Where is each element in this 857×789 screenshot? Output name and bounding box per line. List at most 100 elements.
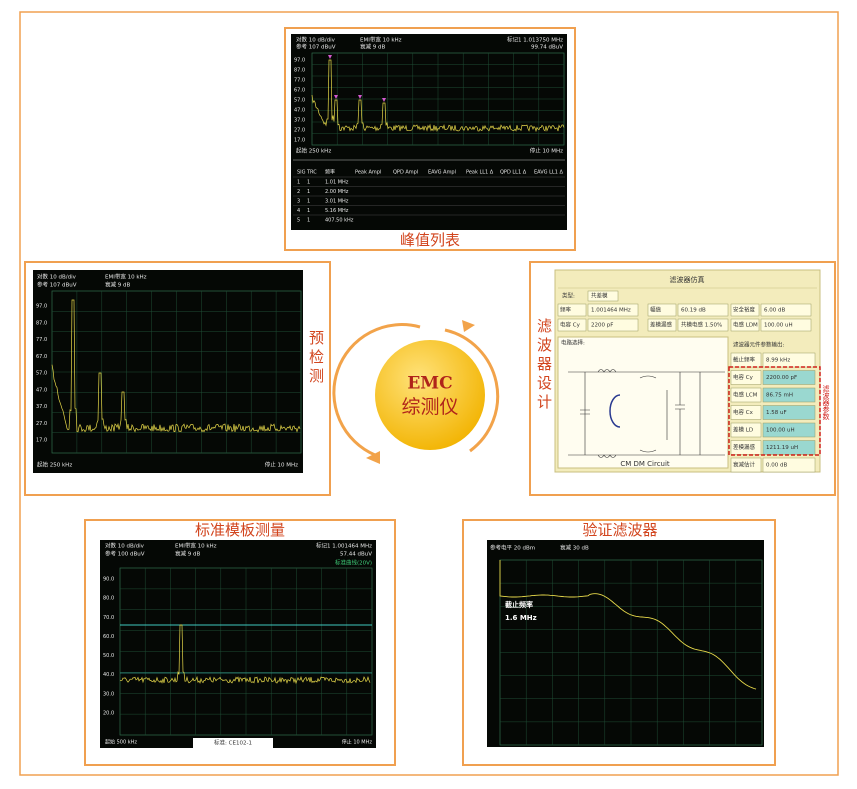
label: 衰减 30 dB	[560, 544, 589, 552]
label: TRC	[306, 170, 317, 176]
field	[730, 457, 762, 473]
axis-label: 67.0	[36, 354, 47, 360]
label: 起始 250 kHz	[37, 461, 72, 469]
label: 1	[307, 218, 310, 224]
field	[677, 303, 729, 317]
field	[762, 387, 816, 403]
label: 参考 100 dBuV	[105, 550, 145, 558]
label: QPD LL1 Δ	[500, 170, 527, 176]
label: QPD Ampl	[393, 170, 418, 176]
axis-label: 27.0	[36, 421, 47, 427]
label: 电感 LDM	[733, 321, 758, 329]
panel-label: 预检测	[307, 330, 325, 387]
field	[730, 422, 762, 438]
panel-label: 滤波器设计	[535, 318, 553, 413]
axis-label: 17.0	[36, 438, 47, 444]
label: Peak LL1 Δ	[466, 170, 494, 176]
field	[587, 318, 639, 332]
axis-label: 40.0	[103, 672, 114, 678]
circuit-box	[557, 336, 729, 469]
circuit-name: CM DM Circuit	[620, 460, 670, 468]
label: 2.00 MHz	[325, 189, 349, 195]
label: 2	[297, 189, 300, 195]
axis-label: 20.0	[103, 711, 114, 717]
highlight-label: 滤波器参数	[822, 384, 830, 421]
panel-title: 峰值列表	[400, 231, 460, 249]
panel-title: 验证滤波器	[582, 521, 657, 539]
field	[762, 405, 816, 420]
axis-label: 80.0	[103, 596, 114, 602]
marker	[328, 55, 332, 59]
label: 1	[307, 199, 310, 205]
field	[760, 318, 812, 332]
spectrum-trace	[311, 59, 565, 133]
label: 5.16 MHz	[325, 208, 349, 214]
circuit-c	[609, 394, 621, 428]
axis-label: 57.0	[36, 371, 47, 377]
cycle-arrow	[332, 323, 421, 457]
screen	[33, 270, 303, 473]
field	[587, 303, 639, 317]
label: 起始 500 kHz	[105, 739, 137, 746]
label: 参考电平 20 dBm	[490, 544, 535, 552]
label: 1	[307, 189, 310, 195]
label: EAVG LL1 Δ	[534, 170, 563, 176]
screen	[100, 540, 376, 748]
label: 1	[307, 208, 310, 214]
axis-label: 70.0	[103, 615, 114, 621]
label: 电路选择:	[561, 339, 585, 347]
label: 差模漏感	[733, 443, 756, 451]
arrow-head	[462, 320, 475, 332]
label: 共模电感 1.50%	[681, 321, 722, 329]
axis-label: 97.0	[294, 58, 305, 64]
label: 0.00 dB	[766, 463, 787, 469]
marker	[334, 95, 338, 99]
label: 截止频率	[505, 600, 533, 609]
label: 1211.19 uH	[766, 445, 798, 451]
label: 参考 107 dBuV	[296, 43, 336, 51]
label: 99.74 dBuV	[531, 45, 563, 51]
label: 安全裕度	[733, 306, 756, 314]
label: 对数 10 dB/div	[37, 273, 77, 281]
label: 5	[297, 218, 300, 224]
axis-label: 17.0	[294, 138, 305, 144]
label: 6.00 dB	[764, 308, 785, 314]
center-badge	[375, 340, 485, 450]
field	[557, 303, 587, 317]
label: 电容 Cx	[733, 408, 754, 416]
label: 截止频率	[733, 356, 756, 364]
axis-label: 97.0	[36, 304, 47, 310]
field	[762, 422, 816, 438]
axis-label: 50.0	[103, 653, 114, 659]
axis-label: 47.0	[36, 387, 47, 393]
label: 100.00 uH	[766, 428, 795, 434]
axis-label: 27.0	[294, 128, 305, 134]
label: 电容 Cy	[733, 373, 754, 381]
label: 幅值	[650, 306, 662, 314]
label: 3.01 MHz	[325, 199, 349, 205]
label: 57.44 dBuV	[340, 552, 372, 558]
screen	[487, 540, 764, 747]
spectrum-trace	[119, 624, 371, 685]
label: 频率	[560, 306, 572, 314]
center-title: 综测仪	[401, 396, 458, 418]
label: 停止 10 MHz	[530, 147, 563, 155]
field	[647, 303, 677, 317]
label: 标准: CE102-1	[214, 739, 252, 747]
label: 衰减 9 dB	[360, 43, 385, 51]
field	[762, 457, 816, 473]
label: 差模漏感	[650, 321, 673, 329]
field	[730, 318, 760, 332]
label: 2200 pF	[591, 323, 613, 329]
label: 频率	[325, 169, 335, 176]
field	[647, 318, 677, 332]
label: 1.001464 MHz	[591, 308, 631, 314]
field	[730, 370, 762, 385]
standard-box	[193, 738, 273, 748]
marker	[382, 98, 386, 102]
label: 衰减 9 dB	[105, 281, 130, 289]
axis-label: 37.0	[294, 118, 305, 124]
label: EMI带宽 10 kHz	[105, 273, 147, 281]
label: 停止 10 MHz	[265, 461, 298, 469]
field	[730, 352, 762, 368]
